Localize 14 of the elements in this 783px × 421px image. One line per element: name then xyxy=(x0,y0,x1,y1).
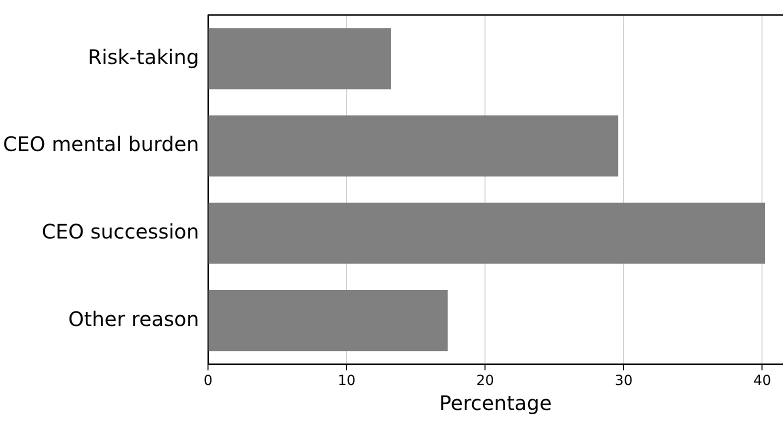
bar xyxy=(208,115,618,177)
bar xyxy=(208,202,765,264)
y-tick-label: Other reason xyxy=(68,306,200,331)
x-tick-label: 10 xyxy=(338,373,356,390)
y-tick-label: Risk-taking xyxy=(88,44,200,69)
bar xyxy=(208,290,448,352)
y-tick-label: CEO mental burden xyxy=(3,132,200,156)
x-tick-label: 0 xyxy=(204,373,213,390)
x-tick-label: 20 xyxy=(476,373,494,390)
bar xyxy=(208,28,391,90)
x-tick-label: 40 xyxy=(753,373,772,390)
x-tick-label: 30 xyxy=(614,373,633,390)
x-axis-title: Percentage xyxy=(439,391,552,416)
y-tick-label: CEO succession xyxy=(42,219,200,244)
